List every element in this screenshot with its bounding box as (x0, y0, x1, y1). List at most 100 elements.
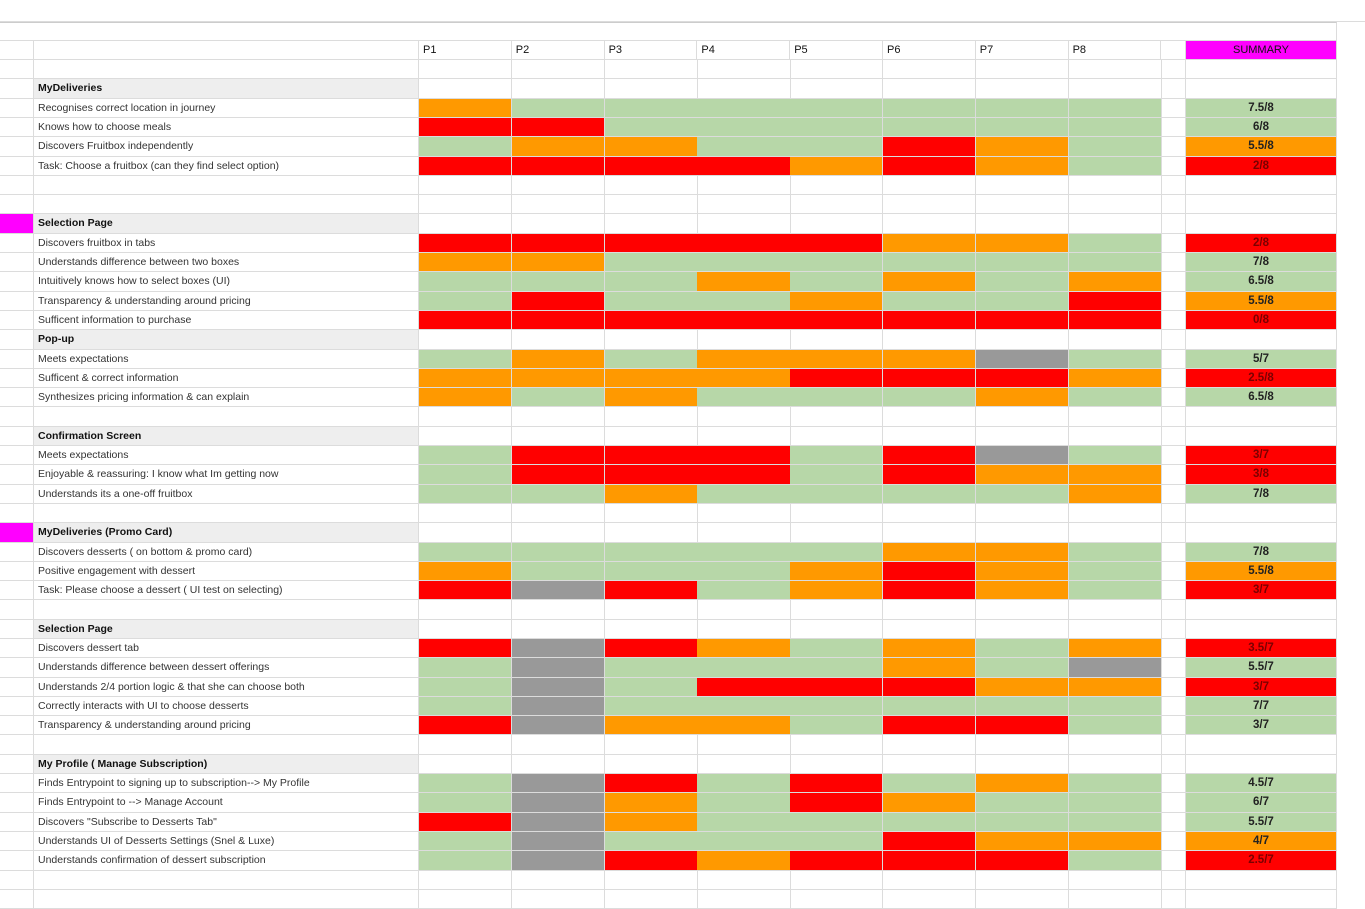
gap-cell[interactable] (1161, 620, 1186, 639)
rating-cell-p2[interactable] (511, 350, 606, 369)
rating-cell-p3[interactable] (604, 253, 698, 272)
rating-cell-p4[interactable] (697, 581, 791, 600)
rating-cell-p2[interactable] (511, 639, 606, 658)
summary-score[interactable]: 4/7 (1186, 832, 1337, 851)
gap-cell[interactable] (1161, 562, 1186, 581)
rating-cell-p8[interactable] (1068, 851, 1162, 871)
rating-cell-p8[interactable] (1068, 735, 1162, 755)
rating-cell-p7[interactable] (975, 793, 1070, 813)
rating-cell-p5[interactable] (790, 735, 884, 755)
rating-cell-p1[interactable] (419, 658, 513, 678)
rating-cell-p7[interactable] (975, 311, 1070, 330)
participant-header-3[interactable]: P3 (604, 41, 698, 60)
rating-cell-p6[interactable] (883, 446, 977, 465)
rating-cell-p7[interactable] (975, 755, 1070, 774)
rating-cell-p8[interactable] (1068, 253, 1162, 272)
rating-cell-p1[interactable] (419, 118, 513, 137)
participant-header-5[interactable]: P5 (790, 41, 883, 60)
criterion-label[interactable]: Finds Entrypoint to signing up to subscr… (34, 774, 419, 793)
rating-cell-p1[interactable] (419, 157, 513, 176)
criterion-label[interactable]: Understands difference between two boxes (34, 253, 419, 272)
rating-cell-p8[interactable] (1068, 755, 1162, 774)
rating-cell-p8[interactable] (1068, 793, 1162, 813)
summary-score[interactable]: 3.5/7 (1186, 639, 1337, 658)
rating-cell-p1[interactable] (419, 272, 513, 292)
rating-cell-p2[interactable] (511, 716, 606, 735)
gap-cell[interactable] (1161, 388, 1186, 407)
rating-cell-p3[interactable] (604, 234, 698, 253)
rating-cell-p6[interactable] (883, 639, 977, 658)
rating-cell-p3[interactable] (604, 485, 698, 504)
rating-cell-p2[interactable] (511, 311, 606, 330)
gap-cell[interactable] (1161, 658, 1186, 678)
row-marker-cell[interactable] (0, 446, 34, 465)
rating-cell-p6[interactable] (883, 195, 977, 214)
criterion-label[interactable]: Discovers fruitbox in tabs (34, 234, 419, 253)
gap-cell[interactable] (1161, 118, 1186, 137)
row-marker-cell[interactable] (0, 465, 34, 485)
rating-cell-p5[interactable] (790, 813, 884, 832)
row-marker-cell[interactable] (0, 485, 34, 504)
rating-cell-p4[interactable] (697, 716, 791, 735)
rating-cell-p7[interactable] (975, 272, 1070, 292)
rating-cell-p8[interactable] (1068, 832, 1162, 851)
summary-score[interactable]: 3/8 (1186, 465, 1337, 485)
rating-cell-p5[interactable] (790, 562, 884, 581)
rating-cell-p3[interactable] (604, 523, 698, 543)
rating-cell-p4[interactable] (697, 195, 791, 214)
rating-cell-p1[interactable] (419, 79, 513, 99)
rating-cell-p7[interactable] (975, 485, 1070, 504)
rating-cell-p2[interactable] (511, 118, 606, 137)
rating-cell-p5[interactable] (790, 350, 884, 369)
rating-cell-p8[interactable] (1068, 658, 1162, 678)
rating-cell-p7[interactable] (975, 716, 1070, 735)
rating-cell-p6[interactable] (883, 407, 977, 427)
summary-blank[interactable] (1186, 600, 1337, 620)
section-title[interactable]: My Profile ( Manage Subscription) (34, 755, 419, 774)
rating-cell-p7[interactable] (975, 658, 1070, 678)
rating-cell-p6[interactable] (883, 350, 977, 369)
rating-cell-p1[interactable] (419, 716, 513, 735)
summary-score[interactable]: 2/8 (1186, 157, 1337, 176)
row-marker-cell[interactable] (0, 195, 34, 214)
rating-cell-p6[interactable] (883, 137, 977, 157)
criterion-label[interactable]: Positive engagement with dessert (34, 562, 419, 581)
gap-cell[interactable] (1161, 176, 1186, 195)
gap-cell[interactable] (1161, 60, 1186, 79)
rating-cell-p8[interactable] (1068, 465, 1162, 485)
gap-cell[interactable] (1161, 485, 1186, 504)
rating-cell-p3[interactable] (604, 388, 698, 407)
rating-cell-p4[interactable] (697, 793, 791, 813)
rating-cell-p6[interactable] (883, 292, 977, 311)
rating-cell-p8[interactable] (1068, 388, 1162, 407)
section-title[interactable]: MyDeliveries (34, 79, 419, 99)
rating-cell-p5[interactable] (790, 99, 884, 118)
header-label-cell[interactable] (34, 41, 419, 60)
rating-cell-p2[interactable] (511, 620, 606, 639)
rating-cell-p1[interactable] (419, 793, 513, 813)
row-marker-cell[interactable] (0, 678, 34, 697)
rating-cell-p6[interactable] (883, 890, 977, 909)
rating-cell-p7[interactable] (975, 600, 1070, 620)
rating-cell-p6[interactable] (883, 755, 977, 774)
rating-cell-p3[interactable] (604, 639, 698, 658)
rating-cell-p4[interactable] (697, 832, 791, 851)
criterion-label[interactable]: Understands confirmation of dessert subs… (34, 851, 419, 871)
rating-cell-p6[interactable] (883, 620, 977, 639)
summary-blank[interactable] (1186, 195, 1337, 214)
summary-score[interactable]: 6/7 (1186, 793, 1337, 813)
rating-cell-p4[interactable] (697, 253, 791, 272)
rating-cell-p4[interactable] (697, 658, 791, 678)
row-marker-cell[interactable] (0, 774, 34, 793)
rating-cell-p6[interactable] (883, 369, 977, 388)
row-marker-cell[interactable] (0, 658, 34, 678)
rating-cell-p8[interactable] (1068, 678, 1162, 697)
rating-cell-p8[interactable] (1068, 311, 1162, 330)
row-marker-cell[interactable] (0, 755, 34, 774)
rating-cell-p5[interactable] (790, 890, 884, 909)
rating-cell-p7[interactable] (975, 350, 1070, 369)
summary-score[interactable]: 4.5/7 (1186, 774, 1337, 793)
gap-cell[interactable] (1161, 851, 1186, 871)
rating-cell-p2[interactable] (511, 600, 606, 620)
rating-cell-p1[interactable] (419, 755, 513, 774)
